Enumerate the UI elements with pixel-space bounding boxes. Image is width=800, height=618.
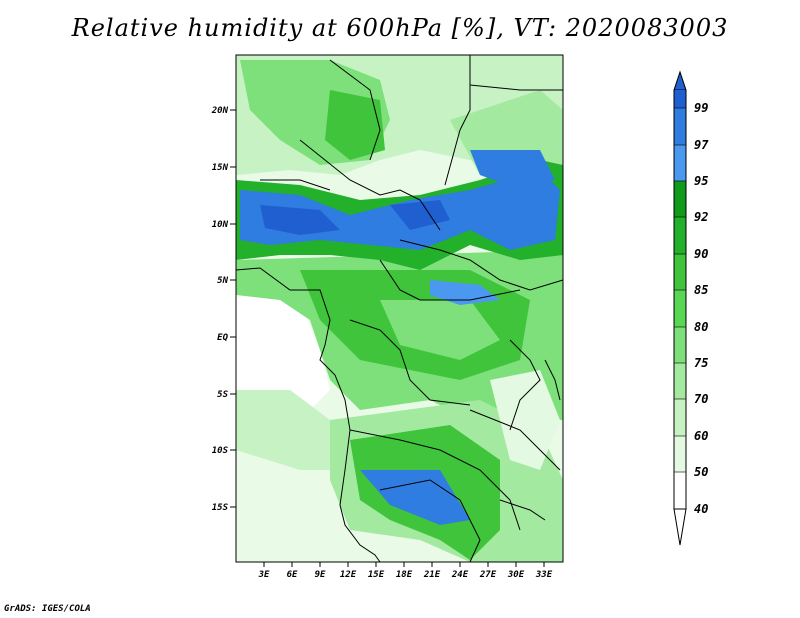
colorbar: 99 97 95 92 90 85 80 75 70 60 50 40 (673, 70, 709, 546)
lat-tick-label: 20N (211, 106, 229, 116)
colorbar-label: 97 (694, 138, 709, 152)
lat-tick-label: 5S (217, 390, 228, 400)
lat-tick-label: EQ (217, 333, 228, 343)
colorbar-segment (674, 290, 686, 327)
map-frame (235, 54, 564, 563)
lon-tick-label: 9E (315, 570, 326, 580)
humidity-fields (236, 55, 563, 562)
lon-axis: 3E 6E 9E 12E 15E 18E 21E 24E 27E 30E 33E (258, 562, 553, 580)
colorbar-top-arrow (673, 70, 687, 91)
colorbar-segment (674, 217, 686, 254)
lon-tick: 12E (340, 562, 357, 580)
lat-tick: 15N (212, 163, 236, 173)
colorbar-label: 80 (694, 320, 708, 334)
lon-tick-label: 27E (479, 570, 497, 580)
colorbar-label: 90 (694, 247, 708, 261)
colorbar-segment (674, 327, 686, 363)
colorbar-label: 50 (694, 465, 708, 479)
lat-tick: EQ (217, 333, 236, 343)
colorbar-label: 40 (694, 502, 708, 516)
lon-tick: 33E (535, 562, 553, 580)
colorbar-segment (674, 399, 686, 436)
colorbar-label: 92 (694, 210, 708, 224)
colorbar-segment (674, 181, 686, 217)
lon-tick: 21E (423, 562, 441, 580)
colorbar-segment (674, 436, 686, 472)
lon-tick: 30E (507, 562, 525, 580)
colorbar-label: 95 (694, 174, 708, 188)
lon-tick: 15E (368, 562, 385, 580)
lat-tick-label: 10N (212, 220, 229, 230)
lat-tick-label: 10S (212, 446, 229, 456)
lon-tick-label: 3E (258, 570, 270, 580)
colorbar-label: 99 (694, 101, 708, 115)
colorbar-label: 60 (694, 429, 708, 443)
colorbar-segment (674, 363, 686, 399)
lon-tick-label: 6E (287, 570, 298, 580)
colorbar-segment (674, 145, 686, 181)
lon-tick-label: 30E (507, 570, 525, 580)
colorbar-segment (674, 108, 686, 145)
lon-tick: 18E (396, 562, 413, 580)
lon-tick-label: 15E (368, 570, 385, 580)
grads-credit: GrADS: IGES/COLA (4, 604, 91, 614)
colorbar-bottom-arrow (673, 508, 687, 546)
map-borders (235, 55, 564, 563)
colorbar-label: 70 (694, 392, 708, 406)
chart-title: Relative humidity at 600hPa [%], VT: 202… (71, 14, 729, 42)
lat-tick-label: 15S (212, 503, 229, 513)
lat-tick-label: 15N (212, 163, 229, 173)
lat-tick: 5S (217, 390, 236, 400)
lon-tick-label: 24E (451, 570, 469, 580)
lon-tick-label: 12E (340, 570, 357, 580)
lon-tick: 24E (451, 562, 469, 580)
lon-tick-label: 21E (423, 570, 441, 580)
lat-tick: 10N (212, 220, 236, 230)
map-panel (235, 54, 564, 563)
lat-tick: 10S (212, 446, 236, 456)
lon-tick-label: 18E (396, 570, 413, 580)
colorbar-segment (674, 90, 686, 108)
colorbar-label: 85 (694, 283, 708, 297)
lat-tick: 15S (212, 503, 236, 513)
lon-tick: 6E (287, 562, 298, 580)
colorbar-segment (674, 254, 686, 290)
lon-tick: 3E (258, 562, 270, 580)
colorbar-segment (674, 472, 686, 509)
lat-tick-label: 5N (217, 276, 228, 286)
colorbar-label: 75 (694, 356, 708, 370)
lon-tick: 27E (479, 562, 497, 580)
lon-tick-label: 33E (535, 570, 553, 580)
lat-tick: 20N (211, 106, 236, 116)
lat-tick: 5N (217, 276, 236, 286)
lon-tick: 9E (315, 562, 326, 580)
lat-axis: 20N 15N 10N 5N EQ 5S 10S 15S (211, 106, 236, 513)
